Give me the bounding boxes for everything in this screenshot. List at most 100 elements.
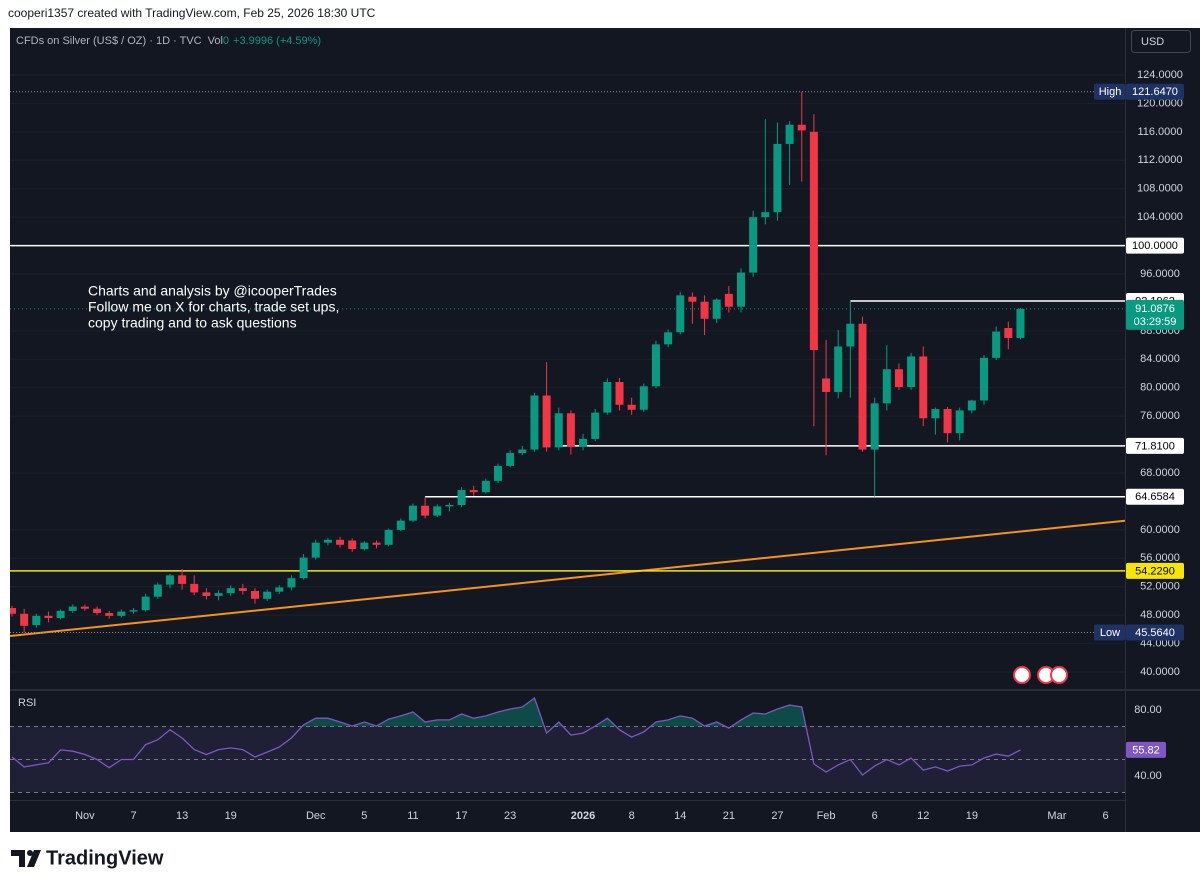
candle-body <box>542 395 551 448</box>
credit: cooperi1357 created with TradingView.com… <box>8 6 376 20</box>
event-icon[interactable] <box>1013 666 1031 684</box>
symbol-header: CFDs on Silver (US$ / OZ) · 1D · TVC Vol0… <box>16 35 321 47</box>
candle-body <box>809 131 818 351</box>
candle-body <box>105 613 114 616</box>
y-tick-label: 120.0000 <box>1137 97 1183 109</box>
level-label: 121.6470 <box>1132 86 1178 98</box>
x-tick-label: 8 <box>629 810 635 822</box>
candle-body <box>931 409 940 419</box>
candle-body <box>785 124 794 144</box>
candle-body <box>591 412 600 439</box>
volume: 0 <box>223 35 229 47</box>
y-tick-label: 44.0000 <box>1140 637 1180 649</box>
x-tick-label: 14 <box>674 810 686 822</box>
candle-body <box>566 413 575 447</box>
annotation-line: Follow me on X for charts, trade set ups… <box>88 299 339 315</box>
level-tag-box <box>1094 624 1125 641</box>
candle-body <box>712 299 721 319</box>
candle-body <box>955 410 964 434</box>
x-tick-label: 19 <box>225 810 237 822</box>
candle-body <box>190 583 199 593</box>
candle-body <box>153 584 162 597</box>
candle-body <box>651 344 660 387</box>
y-tick-label: 56.0000 <box>1140 552 1180 564</box>
trendline <box>10 519 1125 637</box>
level-label: 71.8100 <box>1135 440 1175 452</box>
candle-body <box>178 575 187 584</box>
candle-body <box>967 400 976 411</box>
candle-body <box>299 557 308 579</box>
level-label: 64.6584 <box>1135 491 1175 503</box>
candle-body <box>32 615 41 626</box>
candle-body <box>761 212 770 218</box>
rsi-label: RSI <box>18 697 36 709</box>
x-tick-label: 19 <box>966 810 978 822</box>
y-tick-label: 124.0000 <box>1137 69 1183 81</box>
level-label-box <box>1126 237 1184 254</box>
candle-body <box>773 143 782 213</box>
level-label-box <box>1126 488 1184 505</box>
candle-body <box>421 505 430 516</box>
chart-background <box>10 28 1200 832</box>
candle-body <box>870 403 879 450</box>
candle-body <box>846 323 855 347</box>
logo-mark <box>27 850 41 867</box>
last-price-label: 91.0876 <box>1135 303 1175 315</box>
candle-body <box>80 606 89 609</box>
candle-body <box>165 575 174 585</box>
candle-body <box>494 465 502 481</box>
x-tick-label: 27 <box>771 810 783 822</box>
candle-body <box>579 438 588 447</box>
candle-body <box>724 293 733 307</box>
rsi-tick-label: 80.00 <box>1134 704 1162 716</box>
y-tick-label: 52.0000 <box>1140 581 1180 593</box>
candle-body <box>506 453 515 466</box>
event-icon[interactable] <box>1050 666 1068 684</box>
y-tick-label: 116.0000 <box>1137 126 1182 138</box>
candle-body <box>688 296 697 302</box>
candles <box>10 91 1025 633</box>
x-tick-label: 2026 <box>571 810 595 822</box>
currency[interactable]: USD <box>1141 36 1164 48</box>
x-tick-label: Mar <box>1047 810 1066 822</box>
candle-body <box>263 591 272 599</box>
x-tick-label: 21 <box>723 810 735 822</box>
candle-body <box>336 539 345 545</box>
candle-body <box>518 449 527 454</box>
candle-body <box>445 504 454 507</box>
candle-body <box>56 610 65 618</box>
candle-body <box>44 615 53 618</box>
x-tick-label: 5 <box>361 810 367 822</box>
x-tick-label: Dec <box>306 810 326 822</box>
candle-body <box>1016 308 1025 338</box>
candle-body <box>834 346 843 392</box>
x-tick-label: 23 <box>504 810 516 822</box>
y-tick-label: 80.0000 <box>1140 382 1180 394</box>
levels <box>10 91 1125 637</box>
candle-body <box>360 542 369 550</box>
y-tick-label: 84.0000 <box>1140 353 1180 365</box>
rsi-last-box <box>1126 741 1166 758</box>
candle-body <box>20 613 29 626</box>
volume-label: Vol <box>208 35 223 47</box>
level-label-box <box>1126 83 1184 100</box>
change: +3.9996 (+4.59%) <box>233 35 321 47</box>
logo: TradingView <box>11 847 164 869</box>
candle-body <box>311 542 320 558</box>
candle-body <box>117 611 126 616</box>
candle-body <box>858 323 867 450</box>
candle-body <box>323 539 332 543</box>
rsi-overbought-fill <box>302 698 806 727</box>
level-label: 100.0000 <box>1132 240 1178 252</box>
level-label-box <box>1126 624 1184 641</box>
candle-body <box>287 578 296 588</box>
level-tag-box <box>1094 83 1125 100</box>
candle-body <box>894 369 903 388</box>
x-tick-label: 11 <box>407 810 418 822</box>
candle-body <box>226 588 235 594</box>
y-tick-label: 108.0000 <box>1137 183 1183 195</box>
candle-body <box>980 357 988 401</box>
currency-button[interactable] <box>1131 30 1191 53</box>
